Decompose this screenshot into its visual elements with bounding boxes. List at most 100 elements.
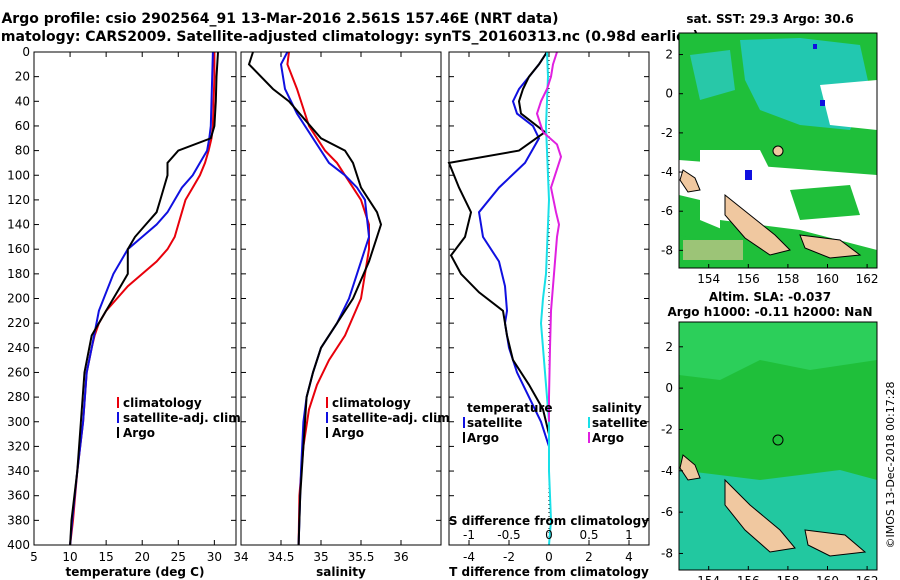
depth-tick-label: 40 <box>15 94 30 108</box>
sst-map-ticks: 154 156 158 160 162 2 0 -2 -4 -6 -8 <box>661 48 879 286</box>
salinity-xlabel: salinity <box>316 565 366 579</box>
salinity-legend-label: satellite-adj. clim. <box>332 411 454 425</box>
depth-tick-label: 260 <box>7 365 30 379</box>
temperature-xtick-label: 30 <box>207 550 222 564</box>
sst-map-green-patch-west <box>679 195 700 240</box>
temperature-legend-label: satellite-adj. clim. <box>123 411 245 425</box>
sal-legend-label: Argo <box>592 431 624 445</box>
map-lon-label: 158 <box>776 272 799 286</box>
sla-map-land-png <box>724 478 796 553</box>
salinity-series-argo <box>247 51 383 546</box>
sla-map-argo-marker <box>772 434 784 446</box>
temperature-legend-label: Argo <box>123 426 155 440</box>
salinity-xtick-label: 36 <box>393 550 408 564</box>
difference-xtick-label: 0 <box>545 550 553 564</box>
temperature-series-argo <box>69 51 219 546</box>
map-lat-label: 2 <box>665 48 673 62</box>
depth-tick-label: 60 <box>15 119 30 133</box>
depth-tick-label: 100 <box>7 168 30 182</box>
salinity-xtick-label: 34.5 <box>268 550 295 564</box>
imos-watermark: ©IMOS 13-Dec-2018 00:17:28 <box>884 382 897 549</box>
sal-legend-label: salinity <box>592 401 642 415</box>
difference-xlabel: T difference from climatology <box>449 565 649 579</box>
map-lon-label: 154 <box>697 272 720 286</box>
depth-tick-label: 380 <box>7 513 30 527</box>
temperature-xlabel: temperature (deg C) <box>66 565 205 579</box>
sla-map-land-east <box>804 529 867 557</box>
sla-map: Altim. SLA: -0.037 Argo h1000: -0.11 h20… <box>661 290 879 580</box>
temperature-xtick-label: 25 <box>171 550 186 564</box>
s-difference-tick-label: 0.5 <box>579 528 598 542</box>
depth-tick-label: 20 <box>15 70 30 84</box>
map-lat-label: -2 <box>661 126 673 140</box>
salinity-legend-label: Argo <box>332 426 364 440</box>
salinity-xtick-label: 35 <box>313 550 328 564</box>
depth-tick-label: 340 <box>7 464 30 478</box>
figure-title-line1: Argo profile: csio 2902564_91 13-Mar-201… <box>1 11 558 27</box>
difference-series-temperature-satellite <box>477 51 550 447</box>
salinity-xtick-label: 34 <box>233 550 248 564</box>
depth-tick-label: 200 <box>7 292 30 306</box>
map-lat-label: -6 <box>661 505 673 519</box>
sal-legend-label: satellite <box>592 416 647 430</box>
s-difference-tick-label: -1 <box>463 528 475 542</box>
sst-map-cloud-gap-south <box>679 160 877 260</box>
s-difference-tick-label: 1 <box>625 528 633 542</box>
difference-frame <box>448 51 650 546</box>
sst-map-cloud-gap-mid <box>700 150 770 172</box>
salinity-plot-area <box>241 52 441 545</box>
salinity-series-climatology <box>286 51 370 546</box>
s-difference-tick-label: 0 <box>545 528 553 542</box>
map-lon-label: 162 <box>856 272 879 286</box>
sst-map-cloud-gap-ne <box>820 80 877 130</box>
map-lon-label: 160 <box>816 272 839 286</box>
difference-xtick-label: -2 <box>503 550 515 564</box>
map-lat-label: 2 <box>665 340 673 354</box>
difference-xtick-label: 2 <box>585 550 593 564</box>
map-lon-label: 154 <box>697 574 720 580</box>
depth-tick-label: 220 <box>7 316 30 330</box>
depth-tick-label: 240 <box>7 341 30 355</box>
depth-tick-label: 120 <box>7 193 30 207</box>
salinity-legend-label: climatology <box>332 396 411 410</box>
salinity-frame <box>240 51 442 546</box>
depth-tick-label: 400 <box>7 538 30 552</box>
depth-tick-label: 300 <box>7 415 30 429</box>
temperature-frame <box>33 51 237 546</box>
difference-series-salinity-argo <box>535 51 563 422</box>
sst-map-land-png <box>724 193 791 256</box>
s-difference-tick-label: -0.5 <box>497 528 520 542</box>
depth-tick-label: 80 <box>15 144 30 158</box>
map-lat-label: -8 <box>661 243 673 257</box>
sla-map-teal-south <box>679 470 877 570</box>
sst-map-title: sat. SST: 29.3 Argo: 30.6 <box>686 12 853 26</box>
temperature-plot-area <box>34 52 236 545</box>
depth-tick-label: 360 <box>7 489 30 503</box>
temperature-legend-label: climatology <box>123 396 202 410</box>
salinity-panel: 34 34.5 35 35.5 36 salinity climatologysatelli… <box>233 51 454 579</box>
temp-legend-label: Argo <box>467 431 499 445</box>
map-lon-label: 156 <box>737 574 760 580</box>
difference-xtick-label: -4 <box>463 550 475 564</box>
sst-map-cold-pixel-2 <box>820 100 825 106</box>
temperature-series-satellite-adj-clim- <box>69 51 214 546</box>
map-lat-label: 0 <box>665 87 673 101</box>
map-lon-label: 158 <box>776 574 799 580</box>
temp-legend-label: satellite <box>467 416 522 430</box>
sla-map-gradient-north <box>679 322 877 380</box>
map-lat-label: 0 <box>665 381 673 395</box>
map-lat-label: -6 <box>661 204 673 218</box>
map-lon-label: 160 <box>816 574 839 580</box>
map-lat-label: -4 <box>661 464 673 478</box>
sla-map-frame <box>678 321 878 571</box>
sst-map-land-island <box>679 169 701 193</box>
difference-panel: -4 -2 0 2 4T difference from climatology temp… <box>447 51 650 579</box>
temperature-xtick-label: 20 <box>135 550 150 564</box>
sst-map-land-east <box>799 234 862 259</box>
depth-tick-label: 160 <box>7 242 30 256</box>
sst-map-warm-region-west <box>690 50 735 100</box>
sst-map-green-patch <box>790 185 860 220</box>
temperature-panel: 0 20 40 60 80 100 120 140 160 180 200 220 240 260 280 3… <box>7 45 245 579</box>
map-lon-label: 162 <box>856 574 879 580</box>
